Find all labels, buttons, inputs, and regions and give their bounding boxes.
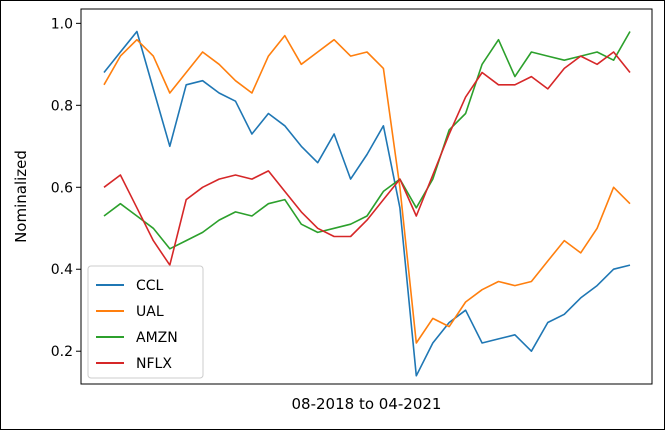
x-axis-label: 08-2018 to 04-2021 bbox=[292, 395, 442, 413]
legend-label-ccl: CCL bbox=[136, 278, 164, 294]
y-tick-label: 1.0 bbox=[51, 16, 73, 32]
y-tick-label: 0.8 bbox=[51, 98, 73, 114]
y-tick-label: 0.4 bbox=[51, 262, 73, 278]
series-line-ual bbox=[103, 34, 631, 344]
legend-label-nflx: NFLX bbox=[136, 356, 172, 372]
y-tick-label: 0.6 bbox=[51, 180, 73, 196]
y-axis-ticks: 0.2 0.4 0.6 0.8 1.0 bbox=[51, 16, 81, 360]
series-line-ccl bbox=[103, 30, 631, 377]
series-line-amzn bbox=[103, 31, 631, 250]
y-tick-label: 0.2 bbox=[51, 344, 73, 360]
legend-label-amzn: AMZN bbox=[136, 330, 178, 346]
series-layer bbox=[103, 30, 631, 377]
axes-frame bbox=[80, 8, 653, 385]
legend: CCL UAL AMZN NFLX bbox=[87, 265, 204, 379]
legend-label-ual: UAL bbox=[136, 304, 164, 320]
y-axis-label: Nominalized bbox=[12, 150, 30, 243]
legend-box bbox=[87, 265, 204, 379]
series-line-nflx bbox=[103, 51, 631, 266]
